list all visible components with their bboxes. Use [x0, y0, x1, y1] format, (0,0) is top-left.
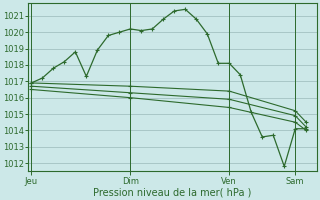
X-axis label: Pression niveau de la mer( hPa ): Pression niveau de la mer( hPa )	[93, 187, 252, 197]
